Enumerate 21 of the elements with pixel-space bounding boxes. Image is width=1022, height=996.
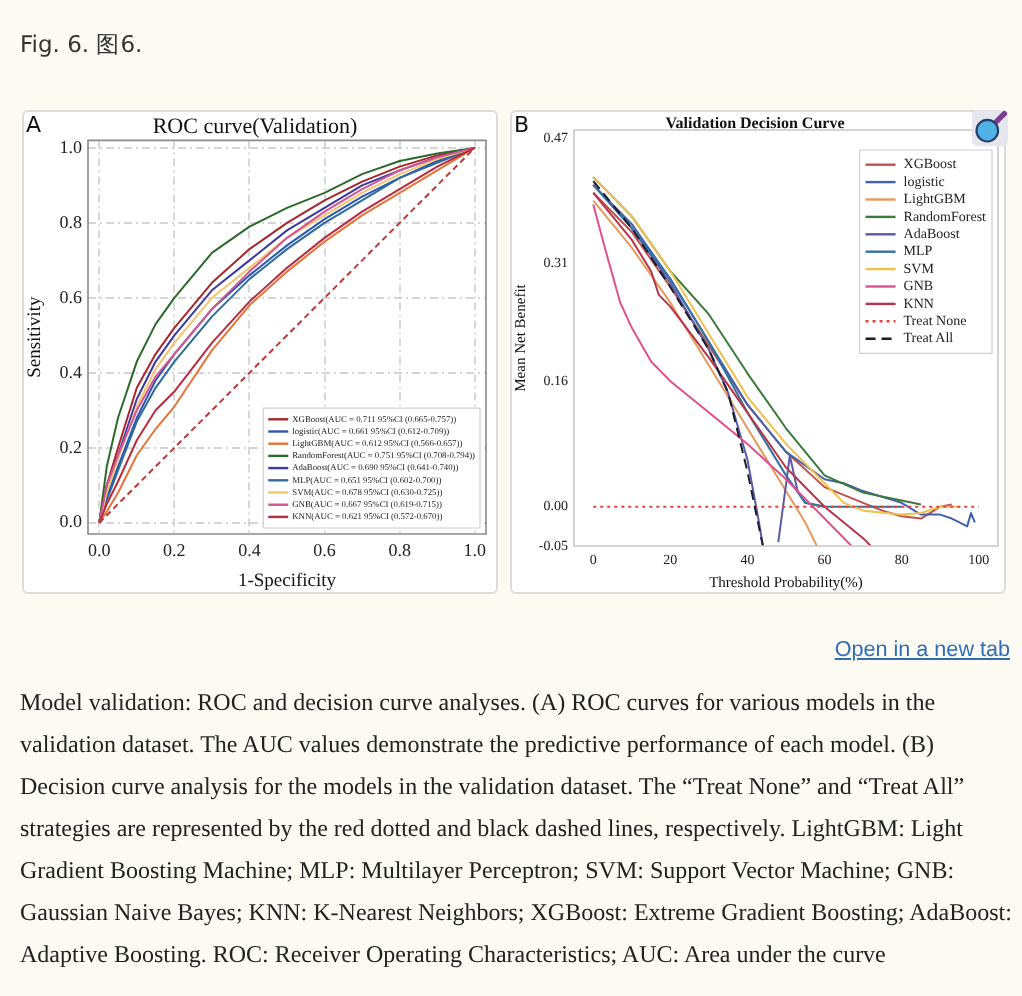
text: B [514,112,530,138]
y-axis-title: Sensitivity [26,296,47,378]
y-tick-label: 0.6 [59,286,83,307]
text: A [26,112,42,138]
caption: Fig. 6. 图6. [20,30,143,60]
x-tick-label: 0.6 [313,539,337,560]
x-tick-label: 0.0 [88,539,112,560]
x-axis-title: 1-Specificity [237,571,337,592]
chart-title: Validation Decision Curve [665,114,846,133]
x-tick-label: 0.2 [163,539,186,560]
y-tick-label: 1.0 [59,136,83,157]
y-tick-label: 0.4 [59,361,83,382]
x-tick-label: 0.4 [238,539,262,560]
text: Model validation: ROC and decision curve analyses. (A) ROC curves for various models in the validation dataset. The AUC values demonstrate the predictive performance of each model. (B) Decision curve analysis for the models in the validation dataset. The “Treat None” and “Treat All” strategies are represented by the red dotted and black dashed lines, respectively. LightGBM: Light Gradient Boosting Machine; MLP: Multilayer Perceptron; SVM: Support Vector Machine; GNB: Gaussian Naive Bayes; KNN: K-Nearest Neighbors; XGBoost: Extreme Gradient Boosting; AdaBoost: Adaptive Boosting. ROC: Receiver Operating Characteristics; AUC: Area under the curve [20,686,1014,972]
y-tick-label: 0.0 [59,511,83,532]
x-tick-label: 0.8 [388,539,412,560]
y-tick-label: 0.2 [59,436,82,457]
text: Open in a new tab [834,638,1010,662]
x-tick-label: 1.0 [463,539,487,560]
chart-title: ROC curve(Validation) [152,114,358,139]
y-tick-label: 0.8 [59,211,83,232]
